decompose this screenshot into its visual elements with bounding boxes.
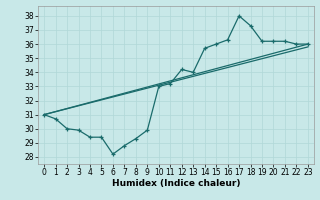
X-axis label: Humidex (Indice chaleur): Humidex (Indice chaleur) (112, 179, 240, 188)
